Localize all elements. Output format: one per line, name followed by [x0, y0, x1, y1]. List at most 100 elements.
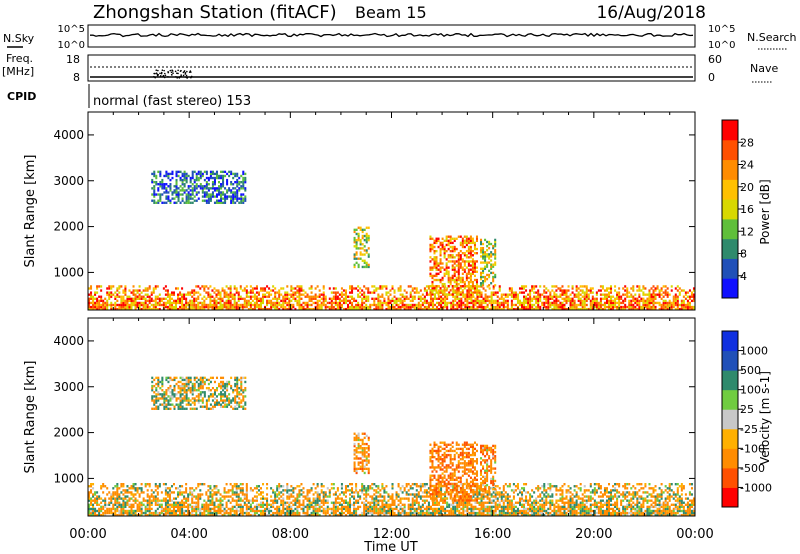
data-cell	[286, 307, 289, 310]
data-cell	[318, 305, 321, 309]
data-cell	[140, 513, 143, 516]
data-cell	[465, 241, 468, 245]
data-cell	[223, 507, 226, 511]
data-cell	[597, 303, 600, 307]
data-cell	[445, 266, 448, 269]
data-cell	[280, 299, 283, 303]
data-cell	[241, 289, 244, 292]
data-cell	[110, 497, 113, 500]
data-cell	[227, 293, 230, 296]
data-cell	[539, 293, 542, 296]
data-cell	[411, 295, 414, 298]
data-cell	[126, 501, 129, 504]
data-cell	[469, 264, 472, 267]
data-cell	[138, 307, 141, 310]
data-cell	[203, 513, 206, 516]
data-cell	[274, 295, 277, 298]
data-cell	[411, 483, 414, 486]
data-cell	[379, 495, 382, 498]
data-cell	[199, 509, 202, 513]
data-cell	[473, 289, 476, 292]
data-cell	[132, 499, 135, 502]
data-cell	[225, 491, 228, 494]
data-cell	[179, 491, 182, 494]
data-cell	[377, 485, 380, 488]
data-cell	[296, 511, 299, 515]
data-cell	[223, 293, 226, 296]
data-cell	[240, 187, 243, 190]
data-cell	[652, 297, 655, 300]
data-cell	[334, 497, 337, 500]
data-cell	[282, 489, 285, 492]
data-cell	[112, 495, 115, 498]
data-cell	[338, 305, 341, 309]
data-cell	[441, 266, 444, 269]
data-cell	[391, 485, 394, 488]
data-cell	[334, 507, 337, 511]
data-cell	[632, 307, 635, 310]
data-cell	[539, 297, 542, 300]
data-cell	[465, 278, 468, 282]
data-cell	[373, 297, 376, 300]
data-cell	[577, 299, 580, 303]
data-cell	[98, 495, 101, 498]
data-cell	[413, 295, 416, 298]
data-cell	[203, 505, 206, 509]
data-cell	[516, 301, 519, 305]
data-cell	[225, 305, 228, 309]
data-cell	[104, 497, 107, 500]
data-cell	[553, 303, 556, 307]
data-cell	[473, 245, 476, 249]
data-cell	[217, 505, 220, 509]
data-cell	[207, 178, 210, 182]
data-cell	[437, 278, 440, 282]
data-cell	[207, 495, 210, 498]
data-cell	[195, 507, 198, 511]
data-cell	[684, 307, 687, 310]
data-cell	[229, 285, 232, 288]
data-cell	[251, 307, 254, 310]
data-cell	[270, 499, 273, 502]
data-cell	[437, 285, 440, 288]
data-cell	[179, 507, 182, 511]
data-cell	[211, 299, 214, 303]
data-cell	[150, 297, 153, 300]
data-cell	[100, 305, 103, 309]
data-cell	[253, 487, 256, 490]
data-cell	[618, 301, 621, 305]
data-cell	[156, 307, 159, 310]
data-cell	[124, 293, 127, 296]
data-cell	[413, 511, 416, 515]
data-cell	[326, 507, 329, 511]
data-cell	[607, 291, 611, 294]
data-cell	[205, 187, 208, 190]
data-cell	[545, 291, 548, 294]
data-cell	[451, 241, 454, 245]
data-cell	[353, 265, 356, 269]
data-cell	[298, 499, 301, 502]
data-cell	[306, 511, 309, 515]
data-cell	[490, 267, 493, 270]
data-cell	[257, 489, 260, 492]
data-cell	[455, 293, 458, 296]
data-cell	[170, 499, 173, 502]
data-cell	[367, 487, 370, 490]
data-cell	[367, 493, 370, 496]
data-cell	[237, 497, 240, 500]
data-cell	[259, 297, 263, 300]
data-cell	[118, 295, 121, 298]
data-cell	[610, 301, 613, 305]
data-cell	[349, 301, 352, 305]
data-cell	[459, 293, 462, 296]
data-cell	[433, 245, 436, 249]
data-cell	[126, 499, 129, 502]
data-cell	[302, 487, 305, 490]
data-cell	[523, 299, 526, 303]
data-cell	[395, 307, 398, 310]
data-cell	[134, 489, 137, 492]
data-cell	[431, 307, 434, 310]
data-cell	[304, 303, 307, 307]
data-cell	[286, 509, 289, 513]
data-cell	[102, 483, 105, 486]
data-cell	[431, 268, 434, 271]
